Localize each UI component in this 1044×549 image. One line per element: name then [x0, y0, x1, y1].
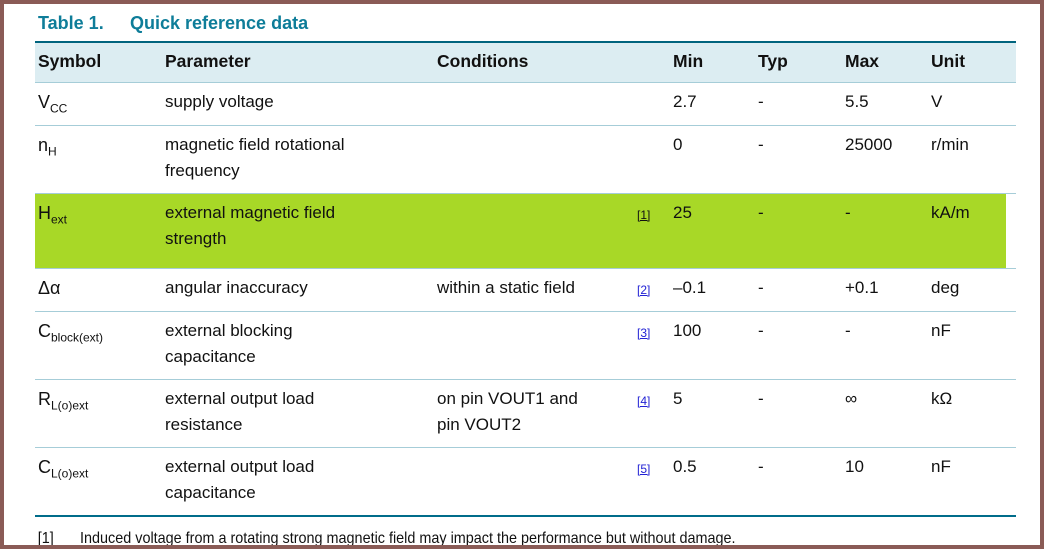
unit-cell: nF: [928, 311, 1016, 380]
parameter-cell: external output load resistance: [162, 379, 434, 448]
footnote-marker: [1]: [37, 530, 54, 547]
symbol-cell: Δα: [35, 268, 162, 312]
parameter-cell: external blocking capacitance: [162, 311, 434, 380]
footnote-ref-link[interactable]: [3]: [637, 326, 651, 340]
unit-cell: r/min: [928, 125, 1016, 194]
parameter-cell: magnetic field rotational frequency: [162, 125, 434, 194]
table-number: Table 1.: [38, 13, 104, 33]
conditions-cell: [434, 82, 634, 126]
min-cell: 5: [670, 379, 755, 448]
parameter-cell: external output load capacitance: [162, 447, 434, 517]
typ-cell: -: [755, 311, 842, 380]
conditions-cell: [434, 125, 634, 194]
footnote-ref-cell: [634, 82, 670, 126]
typ-cell: -: [755, 447, 842, 517]
min-cell: 0: [670, 125, 755, 194]
table-title-text: Quick reference data: [130, 13, 309, 33]
col-header-parameter: Parameter: [162, 41, 434, 83]
typ-cell: -: [755, 82, 842, 126]
table-row-highlighted: Hext external magnetic field strength [1…: [35, 193, 1016, 269]
parameter-cell: supply voltage: [162, 82, 434, 126]
symbol-cell: VCC: [35, 82, 162, 126]
conditions-cell: on pin VOUT1 and pin VOUT2: [434, 379, 634, 448]
unit-cell: deg: [928, 268, 1016, 312]
symbol-cell: Hext: [35, 193, 162, 269]
max-cell: 5.5: [842, 82, 928, 126]
table-section: Table 1. Quick reference data Symbol Par…: [4, 4, 1040, 547]
symbol-cell: nH: [35, 125, 162, 194]
max-cell: 25000: [842, 125, 928, 194]
footnote-ref-cell: [1]: [634, 193, 670, 269]
col-header-unit: Unit: [928, 41, 1016, 83]
conditions-cell: [434, 447, 634, 517]
col-header-max: Max: [842, 41, 928, 83]
col-header-ref-spacer: [634, 41, 670, 83]
max-cell: ∞: [842, 379, 928, 448]
footnote-text: Induced voltage from a rotating strong m…: [80, 530, 736, 547]
max-cell: 10: [842, 447, 928, 517]
typ-cell: -: [755, 125, 842, 194]
unit-cell: kΩ: [928, 379, 1016, 448]
symbol-cell: CL(o)ext: [35, 447, 162, 517]
conditions-cell: [434, 311, 634, 380]
conditions-cell: within a static field: [434, 268, 634, 312]
unit-cell: nF: [928, 447, 1016, 517]
parameter-cell: external magnetic field strength: [162, 193, 434, 269]
max-cell: +0.1: [842, 268, 928, 312]
footnote-ref-cell: [634, 125, 670, 194]
table-row: Cblock(ext) external blocking capacitanc…: [35, 311, 1016, 380]
conditions-cell: [434, 193, 634, 269]
min-cell: 100: [670, 311, 755, 380]
table-row: Δα angular inaccuracy within a static fi…: [35, 268, 1016, 312]
table-row: VCC supply voltage 2.7 - 5.5 V: [35, 82, 1016, 126]
table-row: RL(o)ext external output load resistance…: [35, 379, 1016, 448]
col-header-symbol: Symbol: [35, 41, 162, 83]
typ-cell: -: [755, 379, 842, 448]
typ-cell: -: [755, 193, 842, 269]
table-row: CL(o)ext external output load capacitanc…: [35, 447, 1016, 517]
footnote-ref-cell: [3]: [634, 311, 670, 380]
min-cell: 25: [670, 193, 755, 269]
max-cell: -: [842, 193, 928, 269]
col-header-conditions: Conditions: [434, 41, 634, 83]
footnote-ref-link[interactable]: [2]: [637, 283, 651, 297]
max-cell: -: [842, 311, 928, 380]
min-cell: –0.1: [670, 268, 755, 312]
min-cell: 2.7: [670, 82, 755, 126]
header-row: Symbol Parameter Conditions Min Typ Max …: [35, 41, 1016, 83]
symbol-cell: RL(o)ext: [35, 379, 162, 448]
unit-cell: V: [928, 82, 1016, 126]
footnote-ref-cell: [5]: [634, 447, 670, 517]
footnote-ref-link[interactable]: [4]: [637, 394, 651, 408]
typ-cell: -: [755, 268, 842, 312]
col-header-min: Min: [670, 41, 755, 83]
footnote-ref-link[interactable]: [5]: [637, 462, 651, 476]
footnote-ref-link[interactable]: [1]: [637, 208, 651, 222]
col-header-typ: Typ: [755, 41, 842, 83]
parameter-cell: angular inaccuracy: [162, 268, 434, 312]
footnote-ref-cell: [4]: [634, 379, 670, 448]
footnote-ref-cell: [2]: [634, 268, 670, 312]
symbol-cell: Cblock(ext): [35, 311, 162, 380]
table-row: nH magnetic field rotational frequency 0…: [35, 125, 1016, 194]
unit-cell: kA/m: [928, 193, 1016, 269]
min-cell: 0.5: [670, 447, 755, 517]
quick-reference-table: Symbol Parameter Conditions Min Typ Max …: [35, 41, 1016, 517]
footnote: [1] Induced voltage from a rotating stro…: [35, 530, 1034, 547]
table-caption: Table 1. Quick reference data: [35, 13, 1040, 34]
